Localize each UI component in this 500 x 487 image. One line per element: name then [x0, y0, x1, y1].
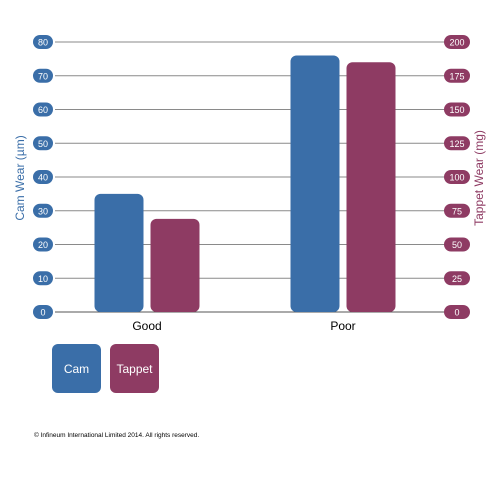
left-tick-label: 60: [38, 105, 48, 115]
legend-tappet-label: Tappet: [116, 361, 153, 376]
right-tick-label: 150: [449, 105, 464, 115]
left-axis-ticks: 0 10 20 30 40 50 60 70 80: [33, 35, 53, 319]
category-labels: Good Poor: [132, 319, 355, 333]
bar-tappet-poor: [346, 62, 396, 312]
left-tick-pill: [33, 136, 53, 151]
bar-cam-poor: [290, 55, 340, 312]
left-tick-pill: [33, 237, 53, 252]
right-axis-label: Tappet Wear (mg): [472, 130, 486, 226]
left-tick-pill: [33, 102, 53, 117]
right-tick-label: 50: [452, 240, 462, 250]
left-tick-label: 30: [38, 206, 48, 216]
legend-cam-label: Cam: [63, 361, 90, 376]
right-tick-pill: [444, 102, 470, 117]
right-tick-pill: [444, 305, 470, 319]
left-tick-pill: [33, 35, 53, 49]
legend-tappet: Tappet: [110, 344, 159, 393]
left-axis-label: Cam Wear (µm): [13, 135, 27, 220]
left-tick-pill: [33, 68, 53, 83]
right-tick-label: 25: [452, 274, 462, 284]
left-tick-label: 20: [38, 240, 48, 250]
category-label: Good: [132, 319, 161, 333]
right-tick-label: 100: [449, 173, 464, 183]
left-tick-pill: [33, 271, 53, 286]
left-tick-pill: [33, 203, 53, 218]
category-label: Poor: [330, 319, 355, 333]
bar-cam-good: [94, 193, 144, 312]
right-tick-pill: [444, 203, 470, 218]
right-tick-pill: [444, 35, 470, 49]
right-axis-ticks: 0 25 50 75 100 125 150 175 200: [444, 35, 470, 319]
left-tick-label: 70: [38, 71, 48, 81]
right-tick-label: 125: [449, 139, 464, 149]
left-tick-label: 0: [40, 308, 45, 318]
right-tick-label: 75: [452, 206, 462, 216]
left-tick-label: 40: [38, 173, 48, 183]
right-tick-pill: [444, 68, 470, 83]
bars: [94, 55, 396, 312]
right-tick-pill: [444, 136, 470, 151]
left-tick-label: 80: [38, 38, 48, 48]
right-tick-pill: [444, 271, 470, 286]
right-tick-label: 200: [449, 38, 464, 48]
right-tick-label: 175: [449, 71, 464, 81]
chart: 0 10 20 30 40 50 60 70 80 0 25 50 75 100 125 150 175 200…: [13, 35, 486, 333]
copyright-notice: © Infineum International Limited 2014. A…: [34, 432, 200, 439]
legend-cam: Cam: [52, 344, 101, 393]
left-tick-label: 10: [38, 274, 48, 284]
left-tick-label: 50: [38, 139, 48, 149]
right-tick-pill: [444, 237, 470, 252]
left-tick-pill: [33, 170, 53, 184]
right-tick-pill: [444, 170, 470, 184]
bar-tappet-good: [150, 218, 200, 312]
right-tick-label: 0: [454, 308, 459, 318]
left-tick-pill: [33, 305, 53, 319]
